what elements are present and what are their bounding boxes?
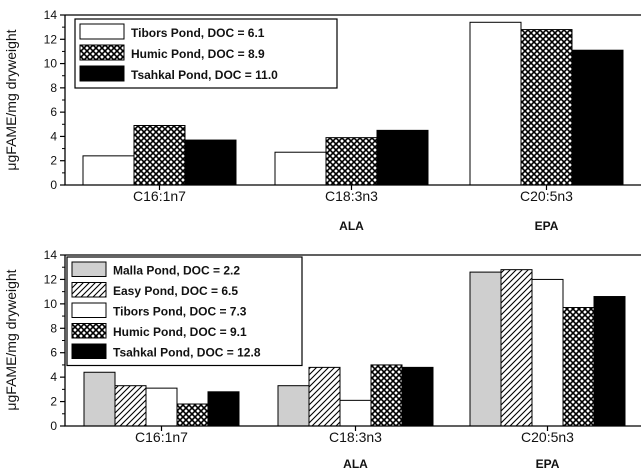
bar-0-1-2 bbox=[520, 29, 573, 186]
bar-1-0-2 bbox=[469, 271, 502, 427]
legend-entry-label: Tibors Pond, DOC = 6.1 bbox=[131, 26, 265, 40]
legend-entry-label: Malla Pond, DOC = 2.2 bbox=[113, 264, 240, 278]
bar-0-2-1 bbox=[376, 129, 429, 186]
bar-1-3-1 bbox=[370, 364, 403, 427]
y-tick-label: 8 bbox=[50, 321, 57, 335]
legend-swatch bbox=[71, 343, 107, 359]
bar-1-4-1 bbox=[401, 366, 434, 427]
y-tick-label: 6 bbox=[50, 105, 57, 119]
y-tick-label: 4 bbox=[50, 370, 57, 384]
y-tick-label: 0 bbox=[50, 419, 57, 433]
legend-entry-label: Tsahkal Pond, DOC = 11.0 bbox=[131, 68, 278, 82]
legend-entry-label: Easy Pond, DOC = 6.5 bbox=[113, 284, 238, 298]
bar-1-4-0 bbox=[207, 391, 240, 427]
y-tick-label: 10 bbox=[44, 297, 58, 311]
legend-entry-label: Humic Pond, DOC = 8.9 bbox=[131, 47, 265, 61]
legend-entry-label: Tibors Pond, DOC = 7.3 bbox=[113, 305, 247, 319]
legend-entry-label: Humic Pond, DOC = 9.1 bbox=[113, 325, 247, 339]
y-tick-label: 10 bbox=[44, 57, 58, 71]
y-tick-label: 14 bbox=[44, 8, 58, 22]
bar-0-0-1 bbox=[274, 151, 327, 186]
bar-1-4-2 bbox=[593, 296, 626, 427]
y-tick-label: 6 bbox=[50, 346, 57, 360]
y-tick-label: 2 bbox=[50, 395, 57, 409]
bar-0-0-2 bbox=[469, 21, 522, 186]
y-tick-label: 12 bbox=[44, 272, 58, 286]
category-sublabel: EPA bbox=[536, 457, 560, 471]
y-tick-label: 0 bbox=[50, 178, 57, 192]
bar-0-2-2 bbox=[571, 49, 624, 186]
category-sublabel: EPA bbox=[535, 219, 559, 233]
chart-panel-top: 0 2 4 6 8 10 12 14 C16:1n7 C18:3n3 ALA C20:5n3 EPA μg… bbox=[3, 8, 641, 233]
category-sublabel: ALA bbox=[339, 219, 364, 233]
legend-swatch bbox=[79, 44, 125, 61]
category-sublabel: ALA bbox=[343, 457, 368, 471]
y-tick-label: 14 bbox=[44, 248, 58, 262]
bar-1-0-0 bbox=[83, 371, 116, 427]
bar-1-3-0 bbox=[176, 403, 209, 427]
bar-0-2-0 bbox=[184, 139, 237, 186]
y-axis-label: μgFAME/mg dryweight bbox=[3, 29, 19, 170]
legend-swatch bbox=[79, 65, 125, 82]
y-tick-label: 4 bbox=[50, 129, 57, 143]
bar-0-0-0 bbox=[82, 155, 135, 186]
category-label: C18:3n3 bbox=[329, 429, 382, 445]
category-label: C20:5n3 bbox=[520, 188, 573, 204]
y-axis-label: μgFAME/mg dryweight bbox=[3, 269, 19, 410]
bar-1-2-0 bbox=[145, 387, 178, 427]
bar-1-1-1 bbox=[308, 366, 341, 427]
legend-swatch bbox=[79, 23, 125, 40]
bar-0-1-0 bbox=[133, 125, 186, 186]
bar-1-2-1 bbox=[339, 399, 372, 427]
legend-swatch bbox=[71, 302, 107, 318]
bar-1-2-2 bbox=[531, 278, 564, 427]
bar-1-1-2 bbox=[500, 269, 533, 427]
bar-1-0-1 bbox=[277, 385, 310, 427]
legend-swatch bbox=[71, 282, 107, 298]
y-tick-label: 12 bbox=[44, 32, 58, 46]
bar-1-3-2 bbox=[562, 307, 595, 427]
bar-1-1-0 bbox=[114, 385, 147, 427]
y-tick-label: 2 bbox=[50, 154, 57, 168]
y-tick-label: 8 bbox=[50, 81, 57, 95]
category-label: C16:1n7 bbox=[135, 429, 188, 445]
legend-swatch bbox=[71, 323, 107, 339]
legend-entry-label: Tsahkal Pond, DOC = 12.8 bbox=[113, 346, 261, 360]
category-label: C18:3n3 bbox=[325, 188, 378, 204]
bar-0-1-1 bbox=[325, 137, 378, 186]
category-label: C20:5n3 bbox=[521, 429, 574, 445]
legend-swatch bbox=[71, 261, 107, 277]
chart-panel-bottom: 0 2 4 6 8 10 12 14 C16:1n7 C18:3n3 ALA C20:5n3 EPA μg… bbox=[3, 248, 641, 471]
category-label: C16:1n7 bbox=[133, 188, 186, 204]
